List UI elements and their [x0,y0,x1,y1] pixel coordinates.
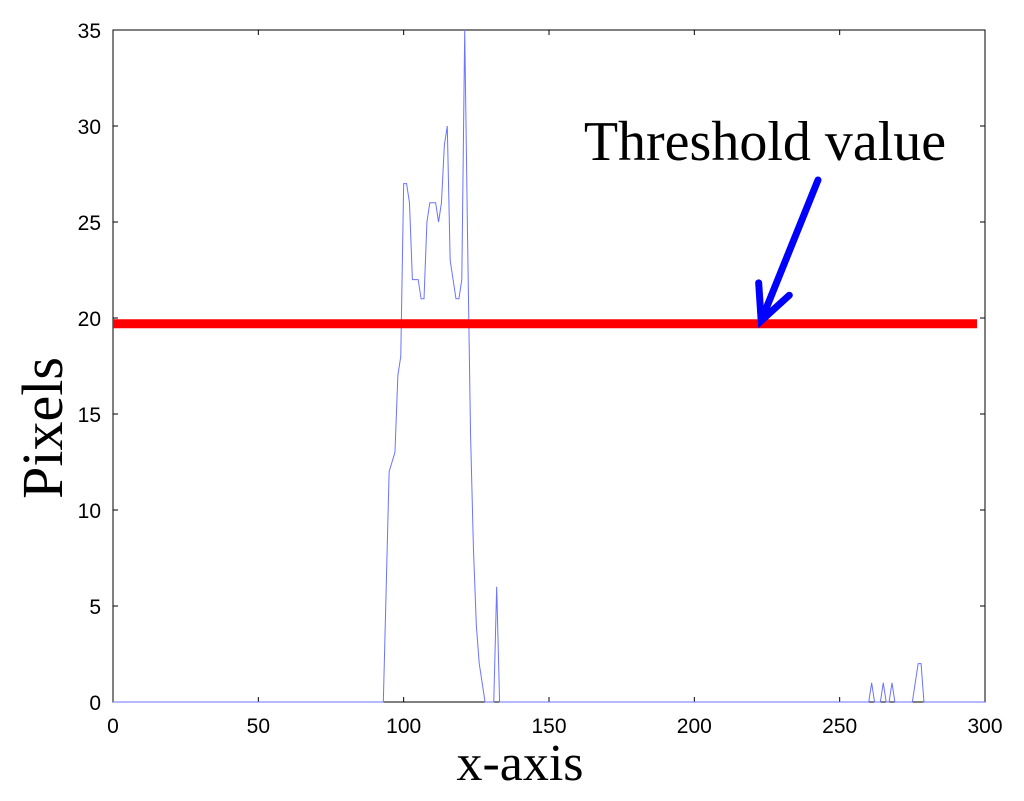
y-tick-label: 10 [78,500,101,523]
y-tick-label: 0 [89,692,101,715]
x-tick-labels: 0 50 100 150 200 250 300 [107,715,1002,738]
y-tick-label: 15 [78,404,101,427]
y-tick-label: 25 [78,212,101,235]
x-tick-label: 200 [677,715,712,738]
x-tick-label: 150 [531,715,566,738]
arrow-head [755,279,793,329]
y-tick-label: 5 [89,596,101,619]
x-tick-label: 250 [822,715,857,738]
y-axis-label: Pixels [10,357,75,499]
annotation-arrow [755,176,822,329]
x-axis-label: x-axis [456,735,583,792]
plot-area [112,29,986,703]
x-tick-label: 100 [386,715,421,738]
y-tick-label: 20 [78,308,101,331]
annotation-text: Threshold value [584,111,946,173]
x-tick-label: 0 [107,715,119,738]
data-series-line [113,29,985,703]
y-tick-label: 35 [78,20,101,43]
x-tick-label: 50 [247,715,270,738]
x-tick-label: 300 [967,715,1002,738]
y-tick-labels: 0 5 10 15 20 25 30 35 [78,20,101,715]
arrow-shaft [757,176,822,325]
y-tick-label: 30 [78,116,101,139]
